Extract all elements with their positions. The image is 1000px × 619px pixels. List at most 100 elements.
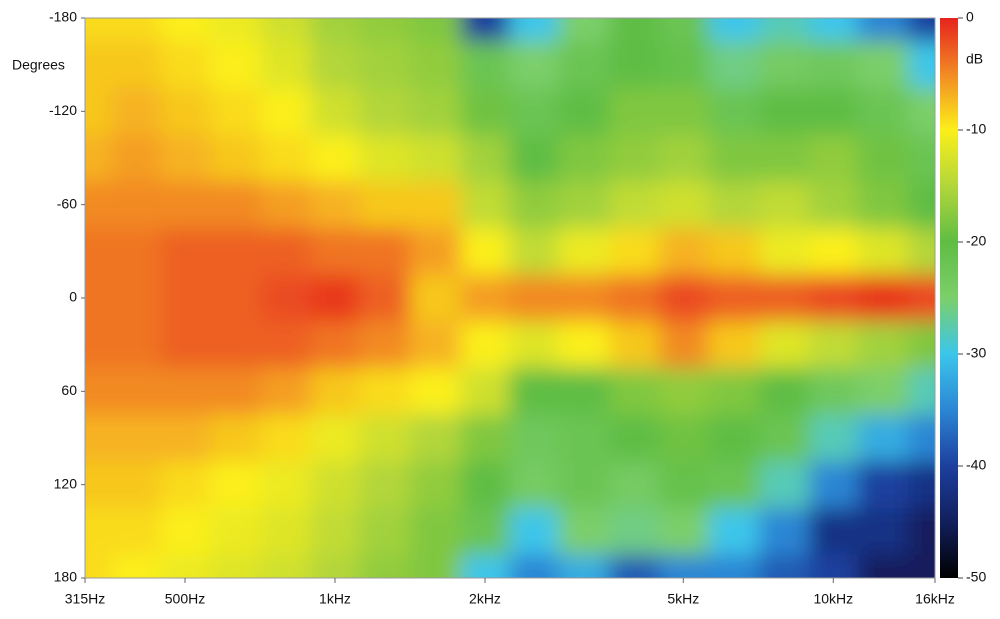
contour-cell: [310, 18, 360, 42]
contour-cell: [85, 41, 112, 89]
contour-cell: [359, 18, 411, 42]
contour-cell: [460, 181, 510, 229]
contour-cell: [409, 508, 462, 556]
colorbar-label: dB: [966, 51, 983, 67]
contour-cell: [609, 228, 660, 276]
contour-cell: [908, 414, 935, 462]
x-tick-label: 315Hz: [65, 591, 105, 607]
contour-cell: [809, 321, 858, 369]
contour-cell: [809, 508, 858, 556]
contour-cell: [509, 368, 559, 416]
contour-cell: [359, 321, 411, 369]
contour-cell: [659, 508, 709, 556]
contour-cell: [209, 228, 262, 276]
contour-cell: [708, 41, 760, 89]
contour-cell: [659, 181, 709, 229]
contour-cell: [160, 508, 211, 556]
contour-cell: [908, 274, 935, 322]
contour-cell: [509, 414, 559, 462]
contour-cell: [310, 508, 360, 556]
contour-cell: [809, 228, 858, 276]
colorbar-tick-label: -10: [966, 121, 986, 137]
x-tick-label: 2kHz: [469, 591, 501, 607]
contour-cell: [209, 41, 262, 89]
contour-cell: [85, 508, 112, 556]
colorbar-tick-label: -20: [966, 233, 986, 249]
contour-cell: [509, 461, 559, 509]
contour-cell: [359, 554, 411, 578]
contour-cell: [908, 321, 935, 369]
contour-cell: [110, 554, 162, 578]
contour-cell: [509, 508, 559, 556]
contour-cell: [708, 554, 760, 578]
contour-cell: [609, 554, 660, 578]
contour-cell: [409, 554, 462, 578]
contour-cell: [409, 134, 462, 182]
contour-cell: [659, 414, 709, 462]
contour-cell: [809, 88, 858, 136]
contour-cell: [759, 368, 810, 416]
x-tick-label: 5kHz: [667, 591, 699, 607]
contour-cell: [209, 368, 262, 416]
contour-cell: [708, 88, 760, 136]
contour-cell: [260, 41, 312, 89]
contour-cell: [809, 181, 858, 229]
y-tick-label: 180: [54, 569, 78, 585]
colorbar-tick-label: -40: [966, 457, 986, 473]
contour-cell: [359, 414, 411, 462]
contour-cell: [409, 461, 462, 509]
contour-cell: [509, 321, 559, 369]
contour-cell: [160, 41, 211, 89]
contour-cell: [209, 461, 262, 509]
contour-cell: [558, 88, 610, 136]
contour-cell: [809, 18, 858, 42]
contour-cell: [609, 274, 660, 322]
contour-cell: [659, 18, 709, 42]
contour-cell: [85, 414, 112, 462]
contour-cell: [409, 18, 462, 42]
colorbar-tick-label: -30: [966, 345, 986, 361]
contour-cell: [209, 134, 262, 182]
contour-cell: [857, 18, 909, 42]
contour-cell: [209, 508, 262, 556]
x-tick-label: 10kHz: [813, 591, 853, 607]
colorbar-tick-label: -50: [966, 569, 986, 585]
contour-cell: [310, 41, 360, 89]
contour-cell: [460, 134, 510, 182]
contour-cell: [759, 134, 810, 182]
contour-cell: [260, 321, 312, 369]
contour-cell: [310, 368, 360, 416]
contour-cell: [809, 134, 858, 182]
contour-cell: [110, 461, 162, 509]
contour-cell: [659, 368, 709, 416]
contour-cell: [85, 368, 112, 416]
contour-cell: [809, 461, 858, 509]
contour-cell: [260, 274, 312, 322]
contour-cell: [609, 368, 660, 416]
contour-cell: [908, 508, 935, 556]
contour-cell: [558, 228, 610, 276]
contour-cell: [857, 414, 909, 462]
contour-cell: [85, 321, 112, 369]
contour-cell: [908, 88, 935, 136]
contour-cell: [310, 461, 360, 509]
contour-cell: [85, 554, 112, 578]
contour-cell: [609, 461, 660, 509]
contour-cell: [85, 134, 112, 182]
y-tick-label: 60: [61, 382, 77, 398]
y-tick-label: -180: [49, 9, 77, 25]
y-axis-label: Degrees: [12, 57, 65, 73]
contour-cell: [209, 321, 262, 369]
y-tick-label: -60: [57, 195, 77, 211]
contour-cell: [110, 228, 162, 276]
contour-cell: [409, 228, 462, 276]
contour-cell: [509, 41, 559, 89]
x-tick-label: 500Hz: [165, 591, 205, 607]
contour-cell: [558, 321, 610, 369]
contour-cell: [908, 181, 935, 229]
contour-cell: [85, 274, 112, 322]
contour-cell: [908, 368, 935, 416]
contour-cell: [708, 274, 760, 322]
contour-cell: [708, 414, 760, 462]
contour-cell: [409, 41, 462, 89]
